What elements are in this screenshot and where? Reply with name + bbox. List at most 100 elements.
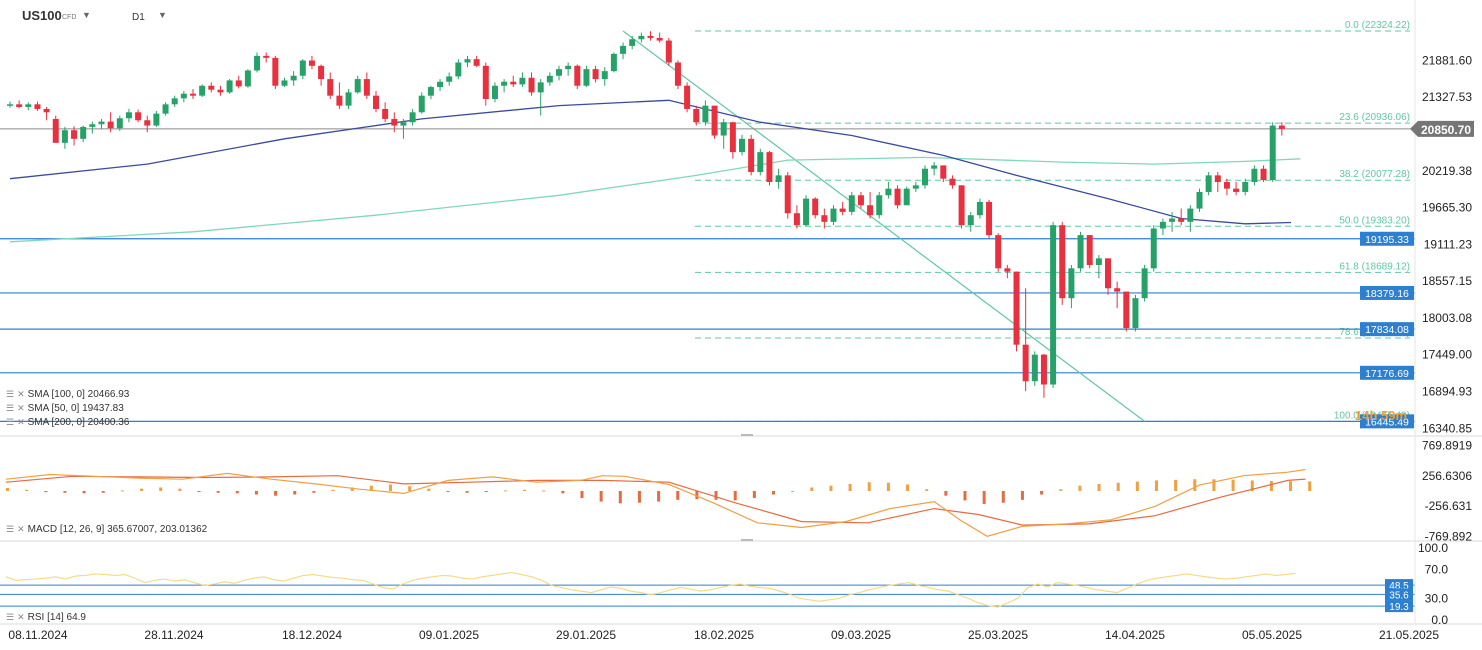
macd-histogram-bar [1212, 479, 1216, 491]
candle-body [1214, 175, 1221, 183]
candle-body [839, 208, 846, 212]
candle-body [491, 85, 498, 100]
timeframe-label[interactable]: D1 [132, 12, 145, 23]
candle-body [199, 85, 206, 96]
menu-icon[interactable]: ☰ [6, 524, 15, 534]
macd-histogram-bar [484, 491, 488, 492]
price-tick-label: 19665.30 [1422, 201, 1472, 215]
candle-body [217, 89, 224, 93]
candle-body [16, 104, 23, 107]
candle-body [665, 40, 672, 63]
candle-body [1169, 218, 1176, 222]
macd-histogram-bar [216, 491, 220, 493]
price-tick-label: 16340.85 [1422, 421, 1472, 435]
candle-body [986, 201, 993, 236]
macd-histogram-bar [6, 488, 9, 491]
candle-body [501, 81, 508, 86]
macd-legend[interactable]: ☰ ✕ MACD [12, 26, 9] 365.67007, 203.01362 [6, 524, 207, 535]
close-icon[interactable]: ✕ [17, 524, 25, 534]
candle-body [775, 175, 782, 183]
candle-body [7, 104, 13, 106]
candle-body [373, 95, 379, 109]
candle-body [61, 130, 68, 143]
timeframe-caret-down-icon[interactable]: ▼ [158, 10, 167, 20]
sma50-line [9, 99, 1292, 225]
macd-histogram-bar [82, 491, 86, 494]
close-icon[interactable]: ✕ [17, 612, 25, 622]
candle-body [382, 108, 389, 119]
macd-histogram-bar [542, 490, 546, 492]
candle-body [848, 195, 855, 212]
level-tag-label: 18379.16 [1365, 288, 1409, 300]
macd-histogram-bar [599, 491, 603, 502]
rsi-level-tag [1385, 588, 1413, 601]
level-tag [1360, 231, 1414, 246]
rsi-legend[interactable]: ☰ ✕ RSI [14] 64.9 [6, 612, 86, 623]
candle-body [693, 108, 700, 123]
candle-body [1141, 268, 1148, 299]
sma100-legend[interactable]: ☰ ✕ SMA [100, 0] 20466.93 [6, 389, 129, 400]
candle-body [1187, 208, 1194, 222]
macd-histogram-bar [44, 491, 48, 493]
ticker-caret-down-icon[interactable]: ▼ [82, 10, 91, 20]
panel-resize-handle [741, 539, 753, 541]
candle-body [437, 81, 444, 88]
price-tick-label: 18557.15 [1422, 274, 1472, 288]
rsi-level-label: 35.6 [1389, 590, 1409, 601]
menu-icon[interactable]: ☰ [6, 403, 15, 413]
macd-tick-label: 256.6306 [1422, 469, 1472, 483]
macd-histogram-bar [982, 491, 986, 504]
menu-icon[interactable]: ☰ [6, 612, 15, 622]
rsi-panel [0, 571, 1415, 608]
close-icon[interactable]: ✕ [17, 403, 25, 413]
macd-line [5, 468, 1306, 537]
macd-histogram-bar [1231, 479, 1235, 491]
candle-body [116, 118, 123, 129]
candle-body [1114, 288, 1121, 292]
rsi-tick-label: 0.0 [1431, 613, 1448, 627]
menu-icon[interactable]: ☰ [6, 417, 15, 427]
close-icon[interactable]: ✕ [17, 417, 25, 427]
candle-body [1095, 258, 1102, 266]
level-tag-label: 17834.08 [1365, 324, 1409, 336]
candle-body [638, 35, 645, 40]
rsi-tick-label: 30.0 [1425, 591, 1449, 605]
candle-body [1269, 125, 1276, 181]
macd-signal-line [5, 475, 1306, 526]
macd-histogram-bar [886, 482, 890, 491]
macd-histogram-bar [140, 488, 144, 491]
candle-body [1260, 168, 1267, 181]
candle-body [473, 59, 480, 66]
macd-histogram-bar [772, 491, 775, 495]
candle-body [739, 138, 745, 153]
macd-tick-label: -256.631 [1425, 499, 1473, 513]
menu-icon[interactable]: ☰ [6, 389, 15, 399]
last-price-label: 20850.70 [1421, 123, 1471, 137]
candle-body [25, 104, 32, 107]
rsi-level-label: 19.3 [1389, 602, 1409, 613]
level-tag-label: 16445.49 [1365, 416, 1409, 428]
sma50-legend[interactable]: ☰ ✕ SMA [50, 0] 19437.83 [6, 403, 124, 414]
macd-histogram-bar [752, 491, 756, 499]
candle-body [482, 65, 489, 100]
candle-body [98, 121, 105, 125]
candle-body [583, 69, 590, 86]
candle-body [958, 185, 965, 226]
candle-body [464, 59, 471, 63]
sma200-legend[interactable]: ☰ ✕ SMA [200, 0] 20400.36 [6, 417, 129, 428]
macd-histogram-bar [389, 484, 392, 491]
ticker-label[interactable]: US100 [22, 8, 62, 23]
candle-body [308, 60, 315, 66]
macd-histogram-bar [159, 487, 163, 491]
candle-body [125, 112, 132, 119]
close-icon[interactable]: ✕ [17, 389, 25, 399]
macd-histogram-bar [274, 491, 278, 496]
candle-body [912, 185, 919, 189]
level-tag-label: 17176.69 [1365, 368, 1409, 380]
candle-body [592, 69, 599, 80]
candle-body [885, 188, 892, 196]
sma100-legend-text: SMA [100, 0] 20466.93 [27, 389, 130, 400]
macd-histogram-bar [1116, 482, 1120, 491]
candle-body [546, 75, 553, 83]
